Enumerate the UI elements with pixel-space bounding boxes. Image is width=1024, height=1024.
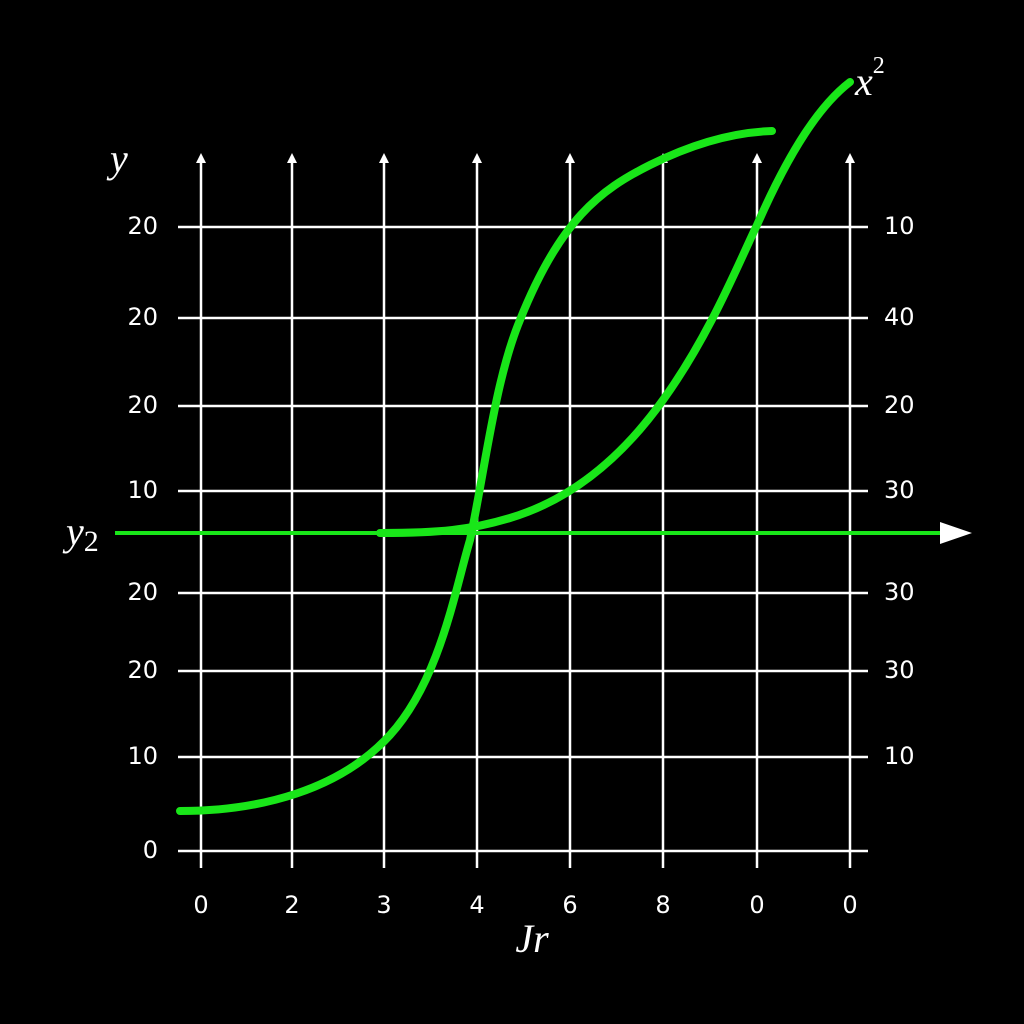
y2-tick-label: 30 bbox=[884, 578, 915, 606]
x-tick-label: 6 bbox=[562, 891, 577, 919]
grid bbox=[178, 153, 868, 868]
x-tick-label: 4 bbox=[469, 891, 484, 919]
curve bbox=[376, 78, 854, 537]
axis-arrow bbox=[940, 522, 972, 544]
y-tick-label: 10 bbox=[127, 476, 158, 504]
y2-tick-label: 10 bbox=[884, 742, 915, 770]
label-sup: 2 bbox=[873, 53, 885, 79]
y-tick-label: 20 bbox=[127, 212, 158, 240]
label-sub: 2 bbox=[84, 525, 99, 558]
y-tick-label: 10 bbox=[127, 742, 158, 770]
label-base: x bbox=[854, 59, 873, 104]
y2-tick-label: 10 bbox=[884, 212, 915, 240]
y2-tick-label: 30 bbox=[884, 476, 915, 504]
y2-tick-label: 40 bbox=[884, 303, 915, 331]
x-tick-label: 0 bbox=[749, 891, 764, 919]
curve bbox=[176, 127, 776, 815]
y-axis-label: y bbox=[106, 136, 128, 181]
y2-tick-label: 30 bbox=[884, 656, 915, 684]
y-tick-label: 20 bbox=[127, 303, 158, 331]
y-tick-label: 20 bbox=[127, 656, 158, 684]
x2-label: x2 bbox=[854, 53, 885, 104]
x-axis-label: Jr bbox=[515, 916, 549, 961]
x-tick-label: 0 bbox=[193, 891, 208, 919]
x-tick-label: 8 bbox=[655, 891, 670, 919]
y2-axis-label: y2 bbox=[62, 509, 99, 558]
y2-tick-label: 20 bbox=[884, 391, 915, 419]
x-tick-label: 0 bbox=[842, 891, 857, 919]
x-tick-label: 3 bbox=[376, 891, 391, 919]
x-tick-label: 2 bbox=[284, 891, 299, 919]
label-base: y bbox=[62, 509, 84, 554]
y-tick-label: 0 bbox=[143, 836, 158, 864]
y-tick-label: 20 bbox=[127, 391, 158, 419]
y-tick-label: 20 bbox=[127, 578, 158, 606]
